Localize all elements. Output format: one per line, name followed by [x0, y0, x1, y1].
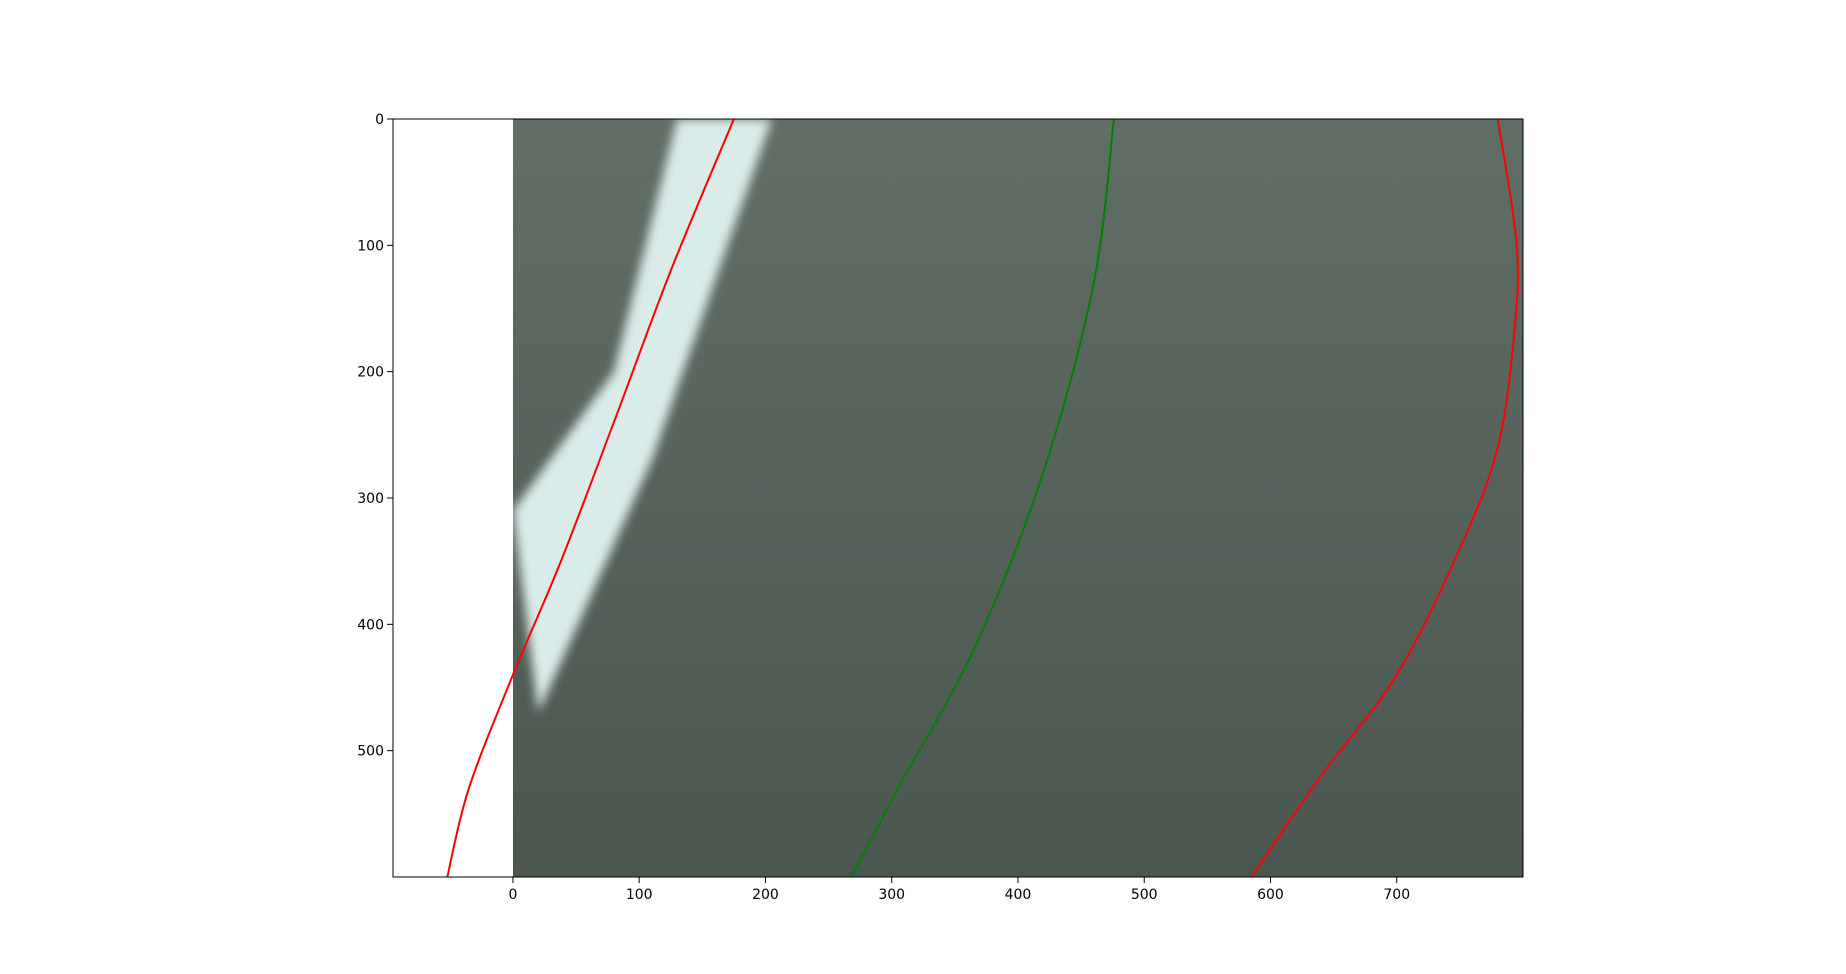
- x-tick-label: 200: [752, 887, 779, 903]
- x-tick-label: 0: [508, 887, 517, 903]
- y-tick-label: 400: [357, 617, 384, 633]
- road-image: [512, 119, 1523, 877]
- fitted-lane-curves: [446, 118, 1519, 878]
- x-axis: 0 100 200 300 400 500 600 700: [508, 877, 1410, 903]
- y-tick-label: 500: [357, 744, 384, 760]
- x-tick-label: 100: [626, 887, 653, 903]
- x-tick-label: 600: [1257, 887, 1284, 903]
- lane-marking: [512, 119, 772, 713]
- x-tick-label: 400: [1005, 887, 1032, 903]
- y-tick-label: 100: [357, 238, 384, 254]
- y-tick-label: 0: [375, 112, 384, 128]
- x-tick-label: 300: [878, 887, 905, 903]
- x-tick-label: 500: [1131, 887, 1158, 903]
- right-fit-curve: [1250, 118, 1519, 878]
- center-fit-curve: [850, 118, 1115, 878]
- x-tick-label: 700: [1383, 887, 1410, 903]
- y-tick-label: 200: [357, 365, 384, 381]
- y-axis: 0 100 200 300 400 500: [357, 112, 393, 760]
- left-fit-curve: [446, 118, 735, 878]
- y-tick-label: 300: [357, 491, 384, 507]
